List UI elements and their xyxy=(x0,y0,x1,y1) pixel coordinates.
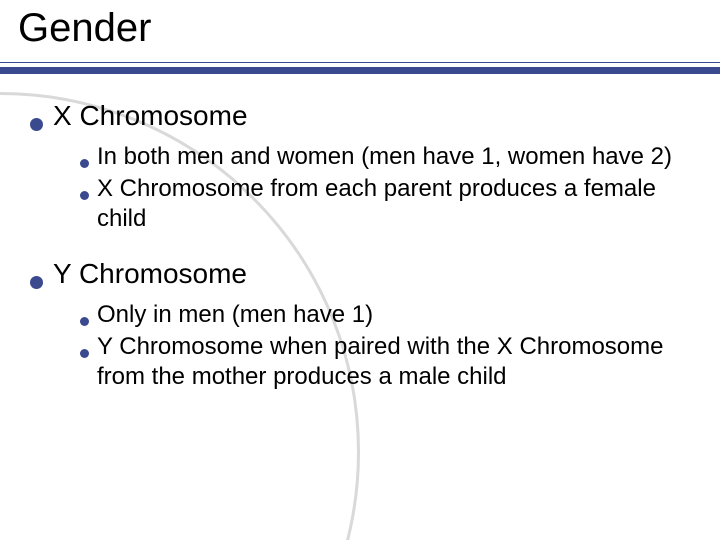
list-item: In both men and women (men have 1, women… xyxy=(80,142,700,172)
bullet-icon xyxy=(30,276,43,289)
sub-list: Only in men (men have 1) Y Chromosome wh… xyxy=(80,300,700,392)
sub-list: In both men and women (men have 1, women… xyxy=(80,142,700,234)
content-area: X Chromosome In both men and women (men … xyxy=(30,100,700,416)
list-item: X Chromosome from each parent produces a… xyxy=(80,174,700,234)
divider-thick xyxy=(0,67,720,74)
section-heading-row: X Chromosome xyxy=(30,100,700,132)
slide-title: Gender xyxy=(18,6,151,51)
list-item: Only in men (men have 1) xyxy=(80,300,700,330)
bullet-icon xyxy=(80,349,89,358)
bullet-icon xyxy=(80,317,89,326)
list-item: Y Chromosome when paired with the X Chro… xyxy=(80,332,700,392)
section-heading: Y Chromosome xyxy=(53,258,247,290)
section-heading-row: Y Chromosome xyxy=(30,258,700,290)
list-item-text: In both men and women (men have 1, women… xyxy=(97,142,672,172)
divider-thin xyxy=(0,62,720,63)
slide: Gender X Chromosome In both men and wome… xyxy=(0,0,720,540)
list-item-text: Only in men (men have 1) xyxy=(97,300,373,330)
list-item-text: Y Chromosome when paired with the X Chro… xyxy=(97,332,687,392)
list-item-text: X Chromosome from each parent produces a… xyxy=(97,174,687,234)
bullet-icon xyxy=(80,159,89,168)
bullet-icon xyxy=(30,118,43,131)
section-heading: X Chromosome xyxy=(53,100,248,132)
bullet-icon xyxy=(80,191,89,200)
